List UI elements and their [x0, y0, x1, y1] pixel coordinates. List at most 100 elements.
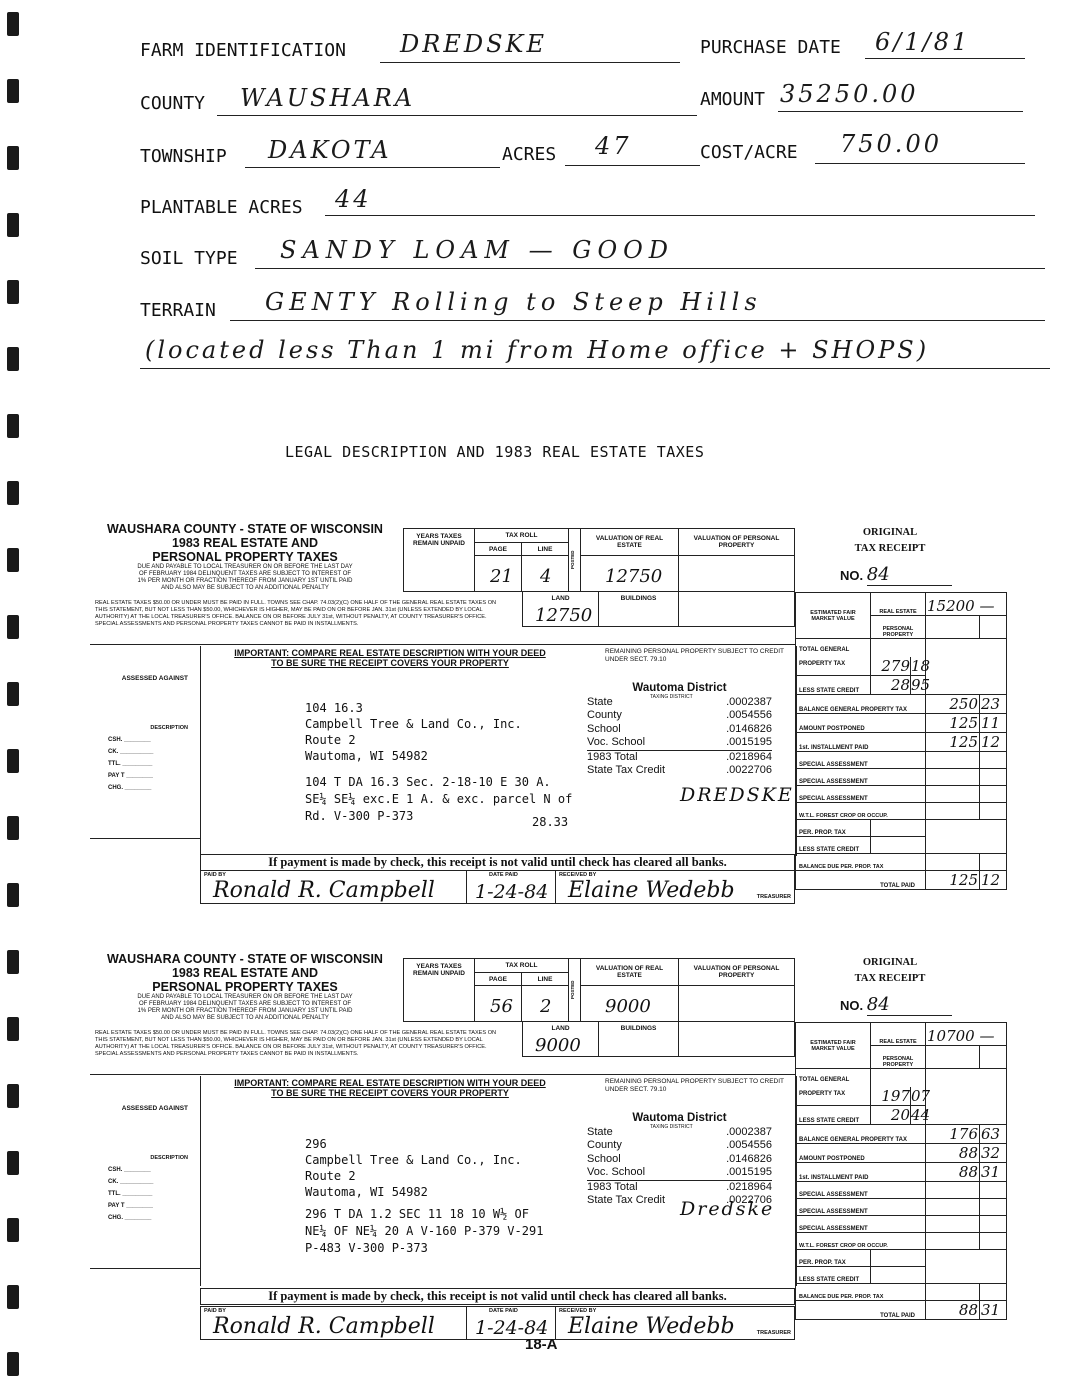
binder-hole [7, 1084, 19, 1108]
binder-hole [7, 79, 19, 103]
rate-row: Voc. School .0015195 [587, 736, 772, 751]
ck-label: CK. [108, 1179, 119, 1185]
buildings-header: BUILDINGS [598, 591, 679, 627]
binder-hole [7, 146, 19, 170]
payment-row: PAID BY Ronald R. Campbell DATE PAID 1-24-… [200, 1306, 795, 1340]
total-general-cents: 07 [911, 1087, 931, 1105]
rate-value: .0015195 [726, 1166, 772, 1178]
fine-print: REAL ESTATE TAXES $50.00 OR UNDER MUST B… [95, 600, 497, 627]
paid-by-signature: Ronald R. Campbell [213, 1314, 435, 1339]
balance-cents: 23 [979, 694, 1007, 714]
date-paid-label: DATE PAID [489, 872, 518, 878]
plantable-acres-value: 44 [335, 185, 372, 213]
special-assessment-label: SPECIAL ASSESSMENT [795, 1198, 926, 1216]
chg-field[interactable]: CHG. ________ [108, 785, 152, 791]
received-by-label: RECEIVED BY [559, 1308, 597, 1314]
handwritten-annotation: DREDSKE [680, 784, 794, 806]
treasurer-label: TREASURER [756, 894, 791, 900]
year-line: 1983 REAL ESTATE AND [171, 536, 319, 550]
legal-line: SE¼ SE¼ exc.E 1 A. & exc. parcel N of [305, 792, 573, 806]
rate-label: State Tax Credit [587, 1194, 666, 1206]
address-line: Wautoma, WI 54982 [305, 1185, 428, 1199]
paid-by-cell: PAID BY Ronald R. Campbell [201, 1307, 467, 1339]
land-value: 12750 [535, 605, 593, 626]
tax-summary-table: ESTIMATED FAIR MARKET VALUE REAL ESTATE … [795, 592, 1007, 890]
payt-field[interactable]: PAY T ________ [108, 1203, 153, 1209]
received-by-cell: RECEIVED BY Elaine Wedebb TREASURER [556, 1307, 794, 1339]
ttl-label: TTL. [108, 761, 121, 767]
original-label: ORIGINAL [862, 957, 918, 968]
district-name: Wautoma District [632, 682, 727, 694]
rate-value: .0054556 [726, 709, 772, 721]
tax-summary-table: ESTIMATED FAIR MARKET VALUE REAL ESTATE … [795, 1022, 1007, 1320]
rate-row: 1983 Total .0218964 [587, 751, 772, 765]
binder-hole [7, 548, 19, 572]
less-state-credit-pp-label: LESS STATE CREDIT [795, 836, 871, 854]
legal-line: 296 T DA 1.2 SEC 11 18 10 W½ OF [305, 1207, 529, 1221]
ttl-field[interactable]: TTL. _________ [108, 1191, 153, 1197]
total-general-label: TOTAL GENERAL PROPERTY TAX [795, 1068, 871, 1106]
rate-label: State [587, 695, 613, 708]
total-paid-dollars: 125 [925, 870, 980, 890]
csh-label: CSH. [108, 737, 123, 743]
cost-acre-label: COST/ACRE [700, 142, 798, 163]
postponed-cents: 32 [979, 1143, 1007, 1163]
years-unpaid-header: YEARS TAXES REMAIN UNPAID [403, 528, 475, 592]
rate-label: Voc. School [587, 736, 646, 748]
received-by-signature: Elaine Wedebb [568, 1314, 735, 1339]
rate-label: County [587, 1139, 622, 1151]
amount-postponed-label: AMOUNT POSTPONED [795, 713, 926, 733]
ck-field[interactable]: CK. __________ [108, 749, 154, 755]
check-notice: If payment is made by check, this receip… [200, 854, 795, 871]
acres-value: 47 [595, 132, 632, 160]
tax-roll-header: TAX ROLL [474, 958, 569, 973]
buildings-header: BUILDINGS [598, 1021, 679, 1057]
est-fair-label: ESTIMATED FAIR MARKET VALUE [795, 592, 871, 639]
page-number: 18-A [525, 1336, 558, 1353]
page-header: PAGE [474, 542, 522, 556]
assessed-against-label: ASSESSED AGAINST [121, 675, 188, 682]
date-paid-value: 1-24-84 [475, 1317, 549, 1339]
ck-field[interactable]: CK. __________ [108, 1179, 154, 1185]
first-inst-cents: 31 [979, 1162, 1007, 1182]
valuation-value: 12750 [605, 566, 663, 587]
less-state-credit-label: LESS STATE CREDIT [795, 675, 871, 695]
rate-label: State [587, 1125, 613, 1138]
valuation-pp-header: VALUATION OF PERSONAL PROPERTY [678, 528, 795, 556]
less-credit-dollars: 28 [878, 676, 911, 694]
district-rates: Wautoma District State .0002387 County .00… [587, 1112, 772, 1208]
line-header: LINE [521, 972, 569, 986]
ttl-field[interactable]: TTL. _________ [108, 761, 153, 767]
rate-row: School .0146826 [587, 723, 772, 737]
location-note: (located less Than 1 mi from Home office… [145, 336, 930, 364]
rate-row: 1983 Total .0218964 [587, 1181, 772, 1195]
first-inst-dollars: 88 [925, 1162, 980, 1182]
per-prop-tax-label: PER. PROP. TAX [795, 819, 871, 837]
binder-hole [7, 1285, 19, 1309]
binder-hole [7, 1151, 19, 1175]
total-paid-dollars: 88 [925, 1300, 980, 1320]
valuation-re-header: VALUATION OF REAL ESTATE [580, 528, 679, 556]
rate-label: 1983 Total [587, 1180, 638, 1193]
soil-type-value: SANDY LOAM — GOOD [280, 236, 675, 264]
first-inst-dollars: 125 [925, 732, 980, 752]
chg-field[interactable]: CHG. ________ [108, 1215, 152, 1221]
land-value: 9000 [535, 1035, 581, 1056]
farm-identification-label: FARM IDENTIFICATION [140, 40, 346, 61]
due-text: DUE AND PAYABLE TO LOCAL TREASURER ON OR… [137, 994, 353, 1021]
personal-property-label: PERSONAL PROPERTY [870, 615, 926, 639]
csh-field[interactable]: CSH. ________ [108, 1167, 151, 1173]
rate-row: School .0146826 [587, 1153, 772, 1167]
county-state-line: WAUSHARA COUNTY - STATE OF WISCONSIN [107, 522, 383, 536]
rate-row: County .0054556 [587, 709, 772, 723]
rate-value: .0146826 [726, 722, 772, 735]
rate-value: .0022706 [726, 764, 772, 776]
payt-field[interactable]: PAY T ________ [108, 773, 153, 779]
less-credit-dollars: 20 [878, 1106, 911, 1124]
special-assessment-label: SPECIAL ASSESSMENT [795, 751, 926, 769]
tax-receipt: WAUSHARA COUNTY - STATE OF WISCONSIN 198… [0, 522, 1067, 922]
important-notice-2: TO BE SURE THE RECEIPT COVERS YOUR PROPE… [271, 658, 509, 668]
district-rates: Wautoma District State .0002387 County .00… [587, 682, 772, 778]
receipt-header: WAUSHARA COUNTY - STATE OF WISCONSIN 198… [95, 952, 395, 1022]
csh-field[interactable]: CSH. ________ [108, 737, 151, 743]
